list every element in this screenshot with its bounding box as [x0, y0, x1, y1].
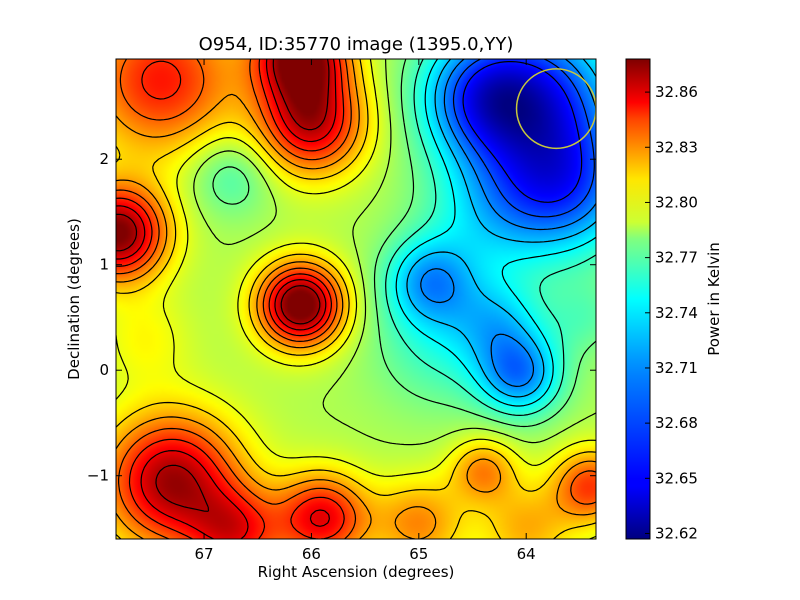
contour-line [193, 59, 596, 446]
x-tick-label: 64 [517, 545, 536, 563]
contour-line [116, 59, 345, 539]
contour-line [116, 59, 596, 539]
contour-lines [116, 59, 596, 539]
plot-frame [115, 58, 597, 540]
contour-line [395, 59, 596, 407]
x-tick-label: 66 [302, 545, 321, 563]
colorbar-ticks: 32.86 32.83 32.80 32.77 32.74 32.71 32.68 32.65… [645, 83, 698, 542]
x-axis: 67 66 65 64 [195, 59, 536, 563]
x-tick-label: 65 [409, 545, 428, 563]
x-tick-label: 67 [195, 545, 214, 563]
y-axis-label: Declination (degrees) [65, 218, 83, 380]
y-axis: −1 0 1 2 [87, 150, 596, 485]
colorbar-tick-label: 32.68 [655, 414, 698, 432]
contour-line [116, 59, 330, 512]
contour-line [385, 59, 596, 416]
contour-line [116, 59, 596, 539]
x-axis-label: Right Ascension (degrees) [258, 563, 455, 581]
colorbar-label: Power in Kelvin [705, 242, 723, 356]
contour-line [116, 59, 596, 539]
y-tick-label: 0 [99, 361, 109, 379]
colorbar-tick-label: 32.77 [655, 249, 698, 267]
y-tick-label: −1 [87, 467, 109, 485]
plot-area [116, 59, 596, 539]
contour-line [462, 61, 583, 203]
contour-line [116, 59, 337, 539]
colorbar [625, 58, 651, 540]
colorbar-tick-label: 32.62 [655, 524, 698, 542]
contour-line [406, 59, 596, 398]
y-tick-label: 1 [99, 256, 109, 274]
contour-line [212, 59, 596, 428]
colorbar-tick-label: 32.65 [655, 469, 698, 487]
colorbar-tick-label: 32.71 [655, 359, 698, 377]
chart-title: O954, ID:35770 image (1395.0,YY) [199, 34, 514, 55]
colorbar-tick-label: 32.83 [655, 138, 698, 156]
contour-line [116, 59, 596, 539]
colorbar-tick-label: 32.86 [655, 83, 698, 101]
contour-line [452, 59, 595, 218]
colorbar-tick-label: 32.74 [655, 304, 698, 322]
colorbar-tick-label: 32.80 [655, 193, 698, 211]
y-tick-label: 2 [99, 150, 109, 168]
